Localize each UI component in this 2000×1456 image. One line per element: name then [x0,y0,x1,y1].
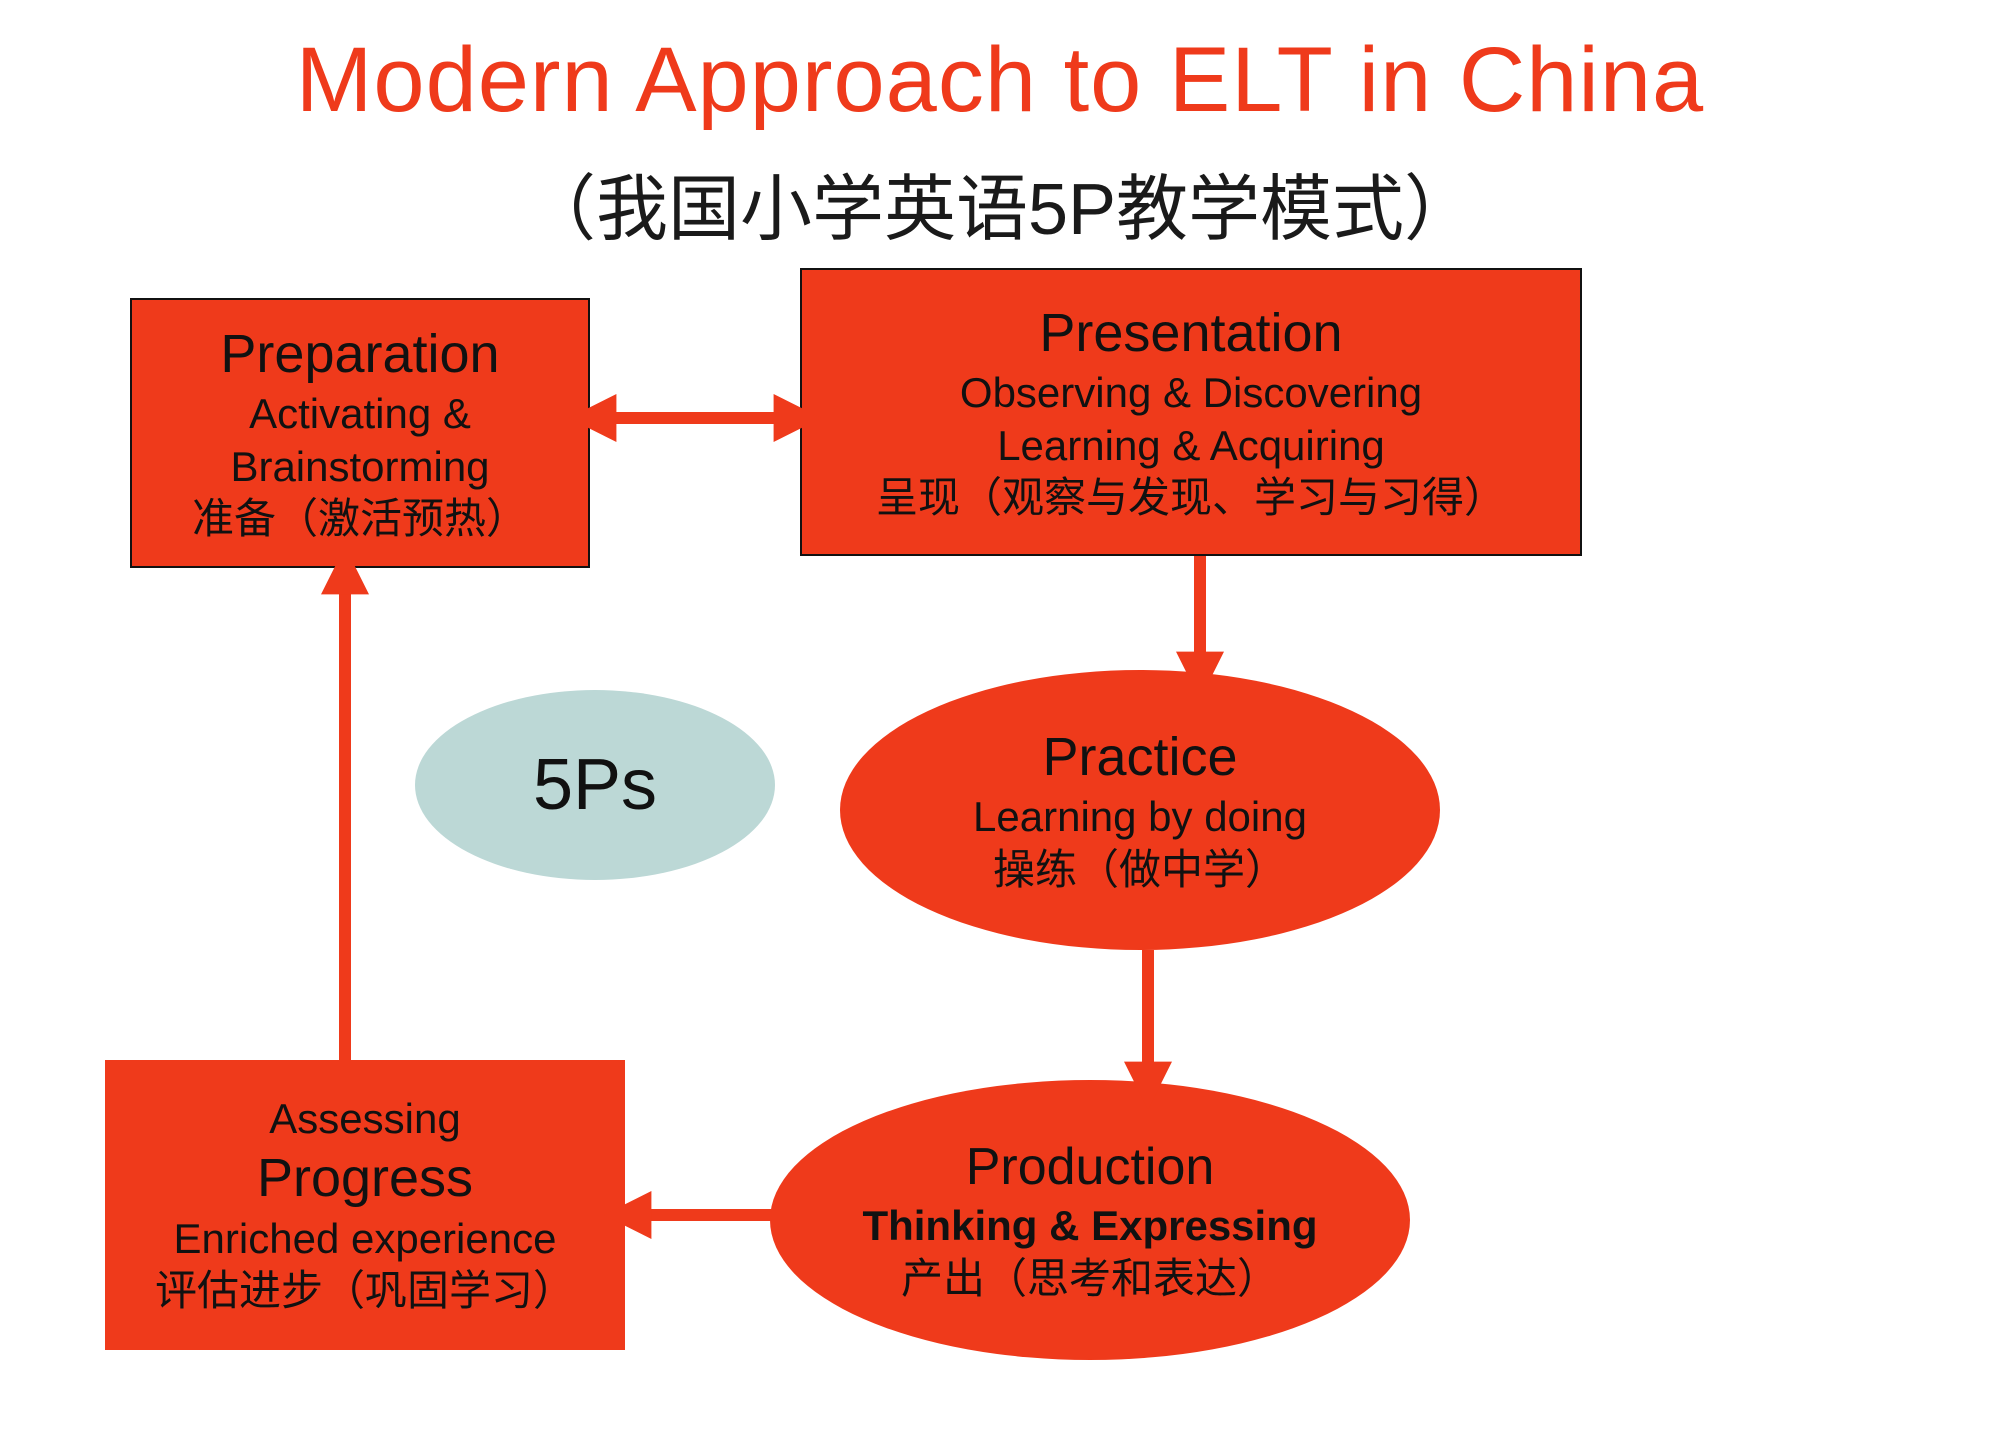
node-presentation-line: 呈现（观察与发现、学习与习得） [876,472,1506,525]
node-preparation: PreparationActivating &Brainstorming准备（激… [130,298,590,568]
node-progress-line: 评估进步（巩固学习） [155,1265,575,1318]
node-progress: AssessingProgressEnriched experience评估进步… [105,1060,625,1350]
node-practice-line: 操练（做中学） [993,844,1287,897]
node-production-line: Thinking & Expressing [862,1200,1317,1253]
node-presentation-line: Observing & Discovering [960,367,1422,420]
page-title: Modern Approach to ELT in China [0,28,2000,133]
node-progress-line: Assessing [269,1093,460,1146]
node-presentation-line: Learning & Acquiring [997,420,1385,473]
node-progress-line: Enriched experience [174,1213,557,1266]
node-center-5ps: 5Ps [415,690,775,880]
node-preparation-line: Preparation [220,321,499,389]
node-preparation-line: 准备（激活预热） [192,493,528,546]
node-presentation-line: Presentation [1039,300,1342,368]
node-center-line: 5Ps [533,740,657,830]
node-preparation-line: Activating & [249,388,471,441]
node-practice-line: Practice [1042,724,1237,792]
node-preparation-line: Brainstorming [230,441,489,494]
page-subtitle: （我国小学英语5P教学模式） [0,150,2000,255]
node-presentation: PresentationObserving & DiscoveringLearn… [800,268,1582,556]
node-practice-line: Learning by doing [973,791,1307,844]
node-production-line: 产出（思考和表达） [901,1253,1279,1306]
node-production: ProductionThinking & Expressing产出（思考和表达） [770,1080,1410,1360]
node-progress-line: Progress [257,1145,473,1213]
node-production-line: Production [966,1135,1215,1200]
node-practice: PracticeLearning by doing操练（做中学） [840,670,1440,950]
